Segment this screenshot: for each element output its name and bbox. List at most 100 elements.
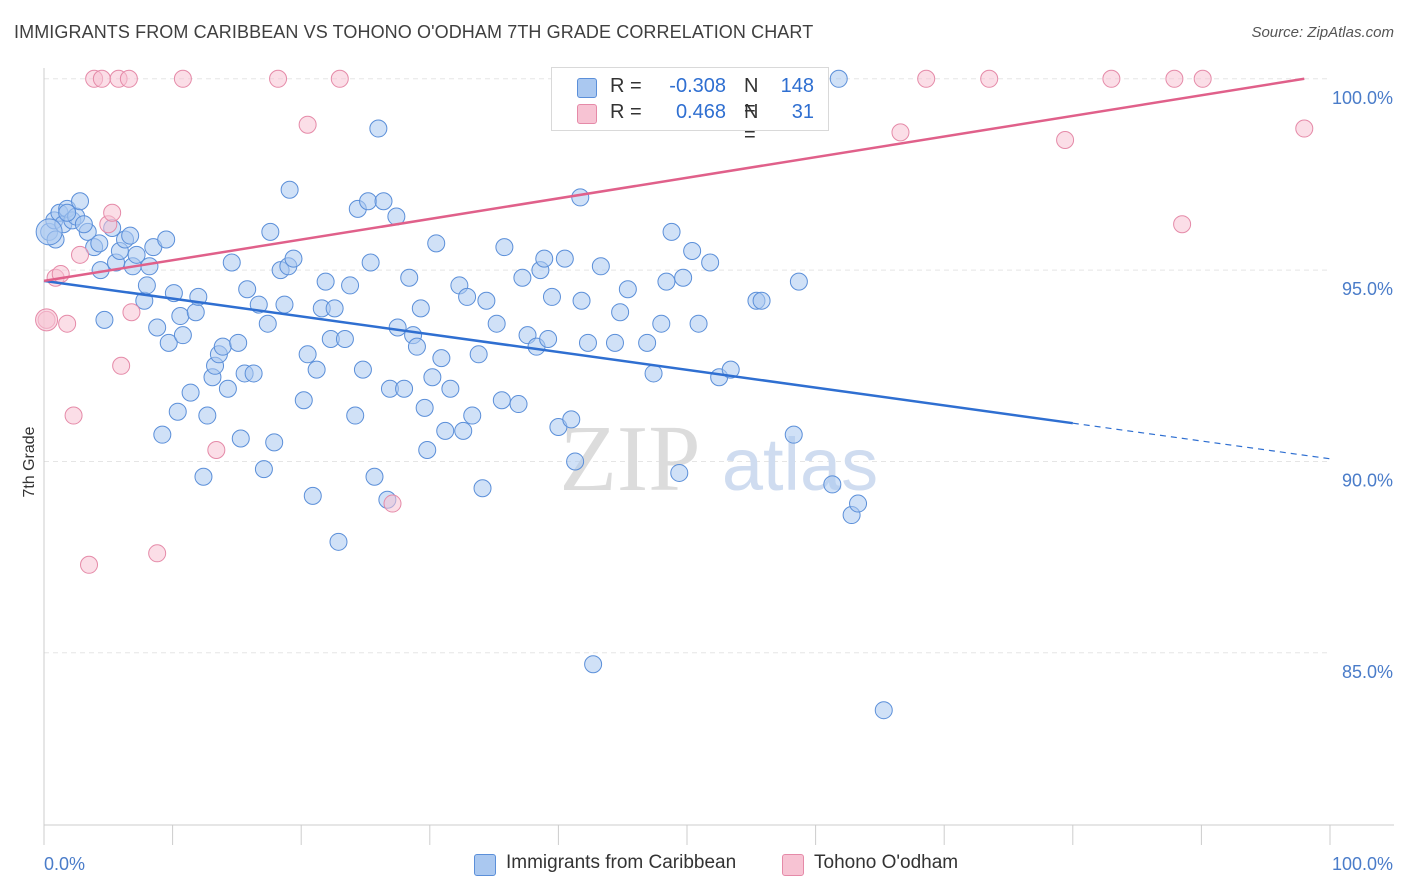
data-point-tohono [1173, 215, 1192, 234]
data-point-caribbean [584, 655, 603, 674]
data-point-caribbean [231, 429, 250, 448]
data-point-caribbean [316, 272, 335, 291]
legend-r-value: -0.308 [669, 75, 726, 97]
data-point-caribbean [359, 192, 378, 211]
data-point-caribbean [90, 234, 109, 253]
data-point-tohono [298, 115, 317, 134]
data-point-caribbean [307, 360, 326, 379]
data-point-tohono [71, 245, 90, 264]
data-point-caribbean [513, 268, 532, 287]
data-point-caribbean [171, 307, 190, 326]
data-point-caribbean [258, 314, 277, 333]
data-point-caribbean [58, 203, 77, 222]
data-point-caribbean [591, 257, 610, 276]
legend-swatch-tohono [577, 104, 597, 124]
data-point-tohono [1295, 119, 1314, 138]
data-point-caribbean [644, 364, 663, 383]
data-point-caribbean [509, 395, 528, 414]
data-point-caribbean [346, 406, 365, 425]
data-point-tohono [64, 406, 83, 425]
y-axis-label: 7th Grade [21, 426, 38, 497]
data-point-caribbean [137, 276, 156, 295]
data-point-caribbean [578, 333, 597, 352]
data-point-caribbean [605, 333, 624, 352]
legend-n-label: N = [744, 101, 759, 146]
data-point-caribbean [325, 299, 344, 318]
data-point-caribbean [823, 475, 842, 494]
data-point-caribbean [495, 238, 514, 257]
data-point-caribbean [487, 314, 506, 333]
data-point-caribbean [254, 460, 273, 479]
data-point-tohono [1056, 131, 1075, 150]
data-point-caribbean [662, 222, 681, 241]
legend-r-label: R = [610, 101, 642, 123]
data-point-caribbean [701, 253, 720, 272]
data-point-caribbean [458, 287, 477, 306]
data-point-caribbean [571, 188, 590, 207]
data-point-caribbean [374, 192, 393, 211]
data-point-caribbean [441, 379, 460, 398]
data-point-tohono [269, 69, 288, 88]
x-tick-label: 0.0% [44, 854, 85, 874]
data-point-caribbean [432, 349, 451, 368]
axes [43, 68, 1394, 845]
data-point-caribbean [611, 303, 630, 322]
data-point-tohono [917, 69, 936, 88]
data-point-tohono [173, 69, 192, 88]
data-point-caribbean [436, 421, 455, 440]
tick-labels: 85.0% 90.0% 95.0% 100.0% 0.0% 100.0% [44, 88, 1393, 874]
data-point-caribbean [238, 280, 257, 299]
data-point-tohono [1193, 69, 1212, 88]
data-point-tohono [103, 203, 122, 222]
legend-n-value: 31 [791, 101, 814, 123]
data-point-caribbean [294, 391, 313, 410]
data-point-caribbean [400, 268, 419, 287]
series-tohono-points [35, 69, 1314, 574]
data-point-caribbean [566, 452, 585, 471]
data-point-caribbean [492, 391, 511, 410]
data-point-caribbean [74, 215, 93, 234]
legend-n-label: N = [744, 75, 759, 120]
data-point-tohono [119, 69, 138, 88]
data-point-caribbean [473, 479, 492, 498]
data-point-caribbean [418, 440, 437, 459]
data-point-caribbean [35, 218, 63, 246]
data-point-tohono [122, 303, 141, 322]
data-point-caribbean [261, 222, 280, 241]
y-tick-label: 95.0% [1342, 279, 1393, 299]
data-point-caribbean [539, 330, 558, 349]
data-point-caribbean [849, 494, 868, 513]
data-point-tohono [207, 440, 226, 459]
series-caribbean-points [35, 69, 893, 720]
data-point-caribbean [469, 345, 488, 364]
data-point-caribbean [194, 467, 213, 486]
legend-swatch-caribbean [474, 854, 496, 876]
data-point-caribbean [341, 276, 360, 295]
data-point-caribbean [535, 249, 554, 268]
data-point-caribbean [168, 402, 187, 421]
trend-line-tohono [43, 77, 1305, 283]
data-point-caribbean [572, 291, 591, 310]
legend-r-value: 0.468 [675, 101, 726, 123]
data-point-caribbean [213, 337, 232, 356]
data-point-caribbean [689, 314, 708, 333]
trend-line-caribbean [43, 279, 1073, 425]
data-point-tohono [92, 69, 111, 88]
data-point-caribbean [121, 226, 140, 245]
data-point-caribbean [369, 119, 388, 138]
data-point-caribbean [127, 245, 146, 264]
data-point-tohono [891, 123, 910, 142]
legend-label-caribbean: Immigrants from Caribbean [506, 852, 737, 873]
data-point-caribbean [388, 318, 407, 337]
data-point-caribbean [280, 180, 299, 199]
data-point-caribbean [181, 383, 200, 402]
data-point-caribbean [148, 318, 167, 337]
data-point-caribbean [173, 326, 192, 345]
data-point-caribbean [789, 272, 808, 291]
data-point-caribbean [829, 69, 848, 88]
data-point-caribbean [652, 314, 671, 333]
data-point-caribbean [365, 467, 384, 486]
data-point-caribbean [454, 421, 473, 440]
data-point-caribbean [157, 230, 176, 249]
